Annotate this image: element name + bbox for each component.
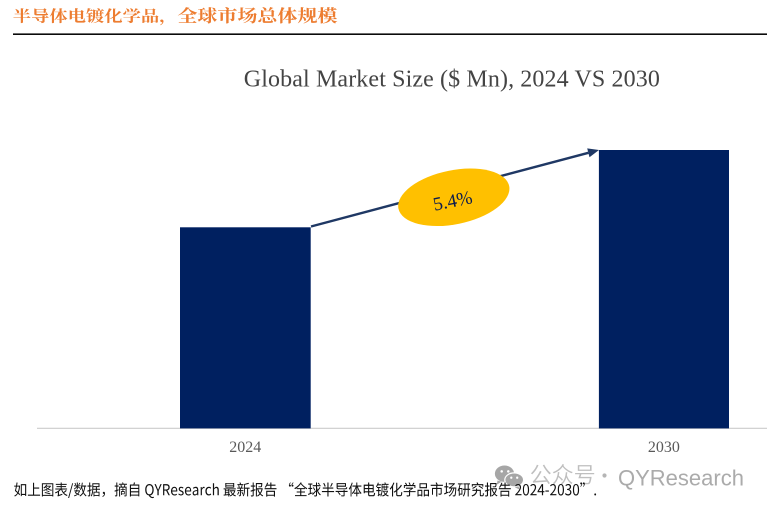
svg-text:Global Market Size ($ Mn), 202: Global Market Size ($ Mn), 2024 VS 2030 xyxy=(244,67,660,93)
svg-text:QYResearch: QYResearch xyxy=(618,465,744,490)
svg-text:2024: 2024 xyxy=(229,439,261,456)
svg-text:2030: 2030 xyxy=(648,439,680,456)
